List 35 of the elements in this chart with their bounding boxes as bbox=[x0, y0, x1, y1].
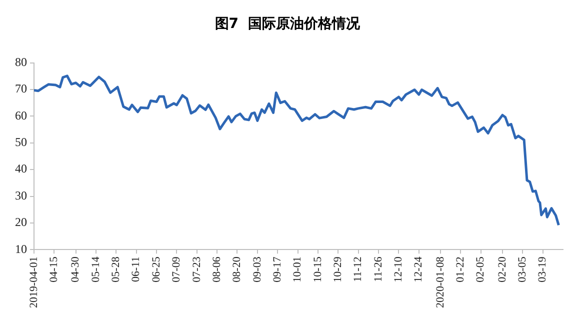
y-tick-label: 40 bbox=[15, 162, 27, 176]
x-tick-label: 08-06 bbox=[210, 256, 223, 282]
x-tick-label: 05-28 bbox=[110, 256, 122, 282]
y-tick-label: 80 bbox=[15, 54, 27, 69]
x-tick-label: 04-30 bbox=[70, 256, 82, 282]
x-tick-label: 02-05 bbox=[474, 256, 487, 282]
x-tick-label: 01-22 bbox=[454, 256, 467, 282]
y-tick-label: 30 bbox=[15, 188, 27, 202]
y-tick-label: 60 bbox=[15, 108, 27, 122]
x-tick-label: 09-03 bbox=[251, 256, 264, 282]
x-tick-label: 08-20 bbox=[231, 256, 244, 282]
x-tick-label: 06-25 bbox=[150, 256, 162, 282]
x-tick-label: 03-05 bbox=[516, 256, 529, 282]
x-tick-label: 10-15 bbox=[312, 256, 324, 282]
x-tick-label: 2020-01-08 bbox=[434, 256, 446, 308]
x-tick-label: 12-24 bbox=[412, 256, 425, 282]
y-tick-label: 50 bbox=[15, 135, 27, 150]
x-tick-label: 11-26 bbox=[372, 256, 384, 282]
chart-title: 图7 国际原油价格情况 bbox=[214, 16, 362, 32]
x-tick-label: 04-15 bbox=[48, 256, 60, 282]
x-tick-label: 09-17 bbox=[271, 256, 284, 282]
x-tick-label: 07-23 bbox=[190, 256, 203, 282]
x-tick-label: 12-10 bbox=[392, 256, 405, 282]
x-tick-label: 03-19 bbox=[536, 256, 549, 282]
x-tick-label: 10-01 bbox=[292, 256, 304, 282]
y-tick-label: 10 bbox=[15, 242, 27, 256]
x-tick-label: 07-09 bbox=[170, 256, 183, 282]
y-tick-label: 20 bbox=[15, 215, 27, 230]
x-tick-label: 11-12 bbox=[352, 256, 364, 282]
x-tick-label: 10-29 bbox=[332, 256, 344, 282]
x-tick-label: 05-14 bbox=[90, 256, 102, 282]
x-tick-label: 02-20 bbox=[496, 256, 508, 282]
x-tick-label: 06-11 bbox=[130, 256, 142, 282]
y-tick-label: 70 bbox=[15, 82, 27, 96]
x-tick-label: 2019-04-01 bbox=[28, 256, 40, 308]
